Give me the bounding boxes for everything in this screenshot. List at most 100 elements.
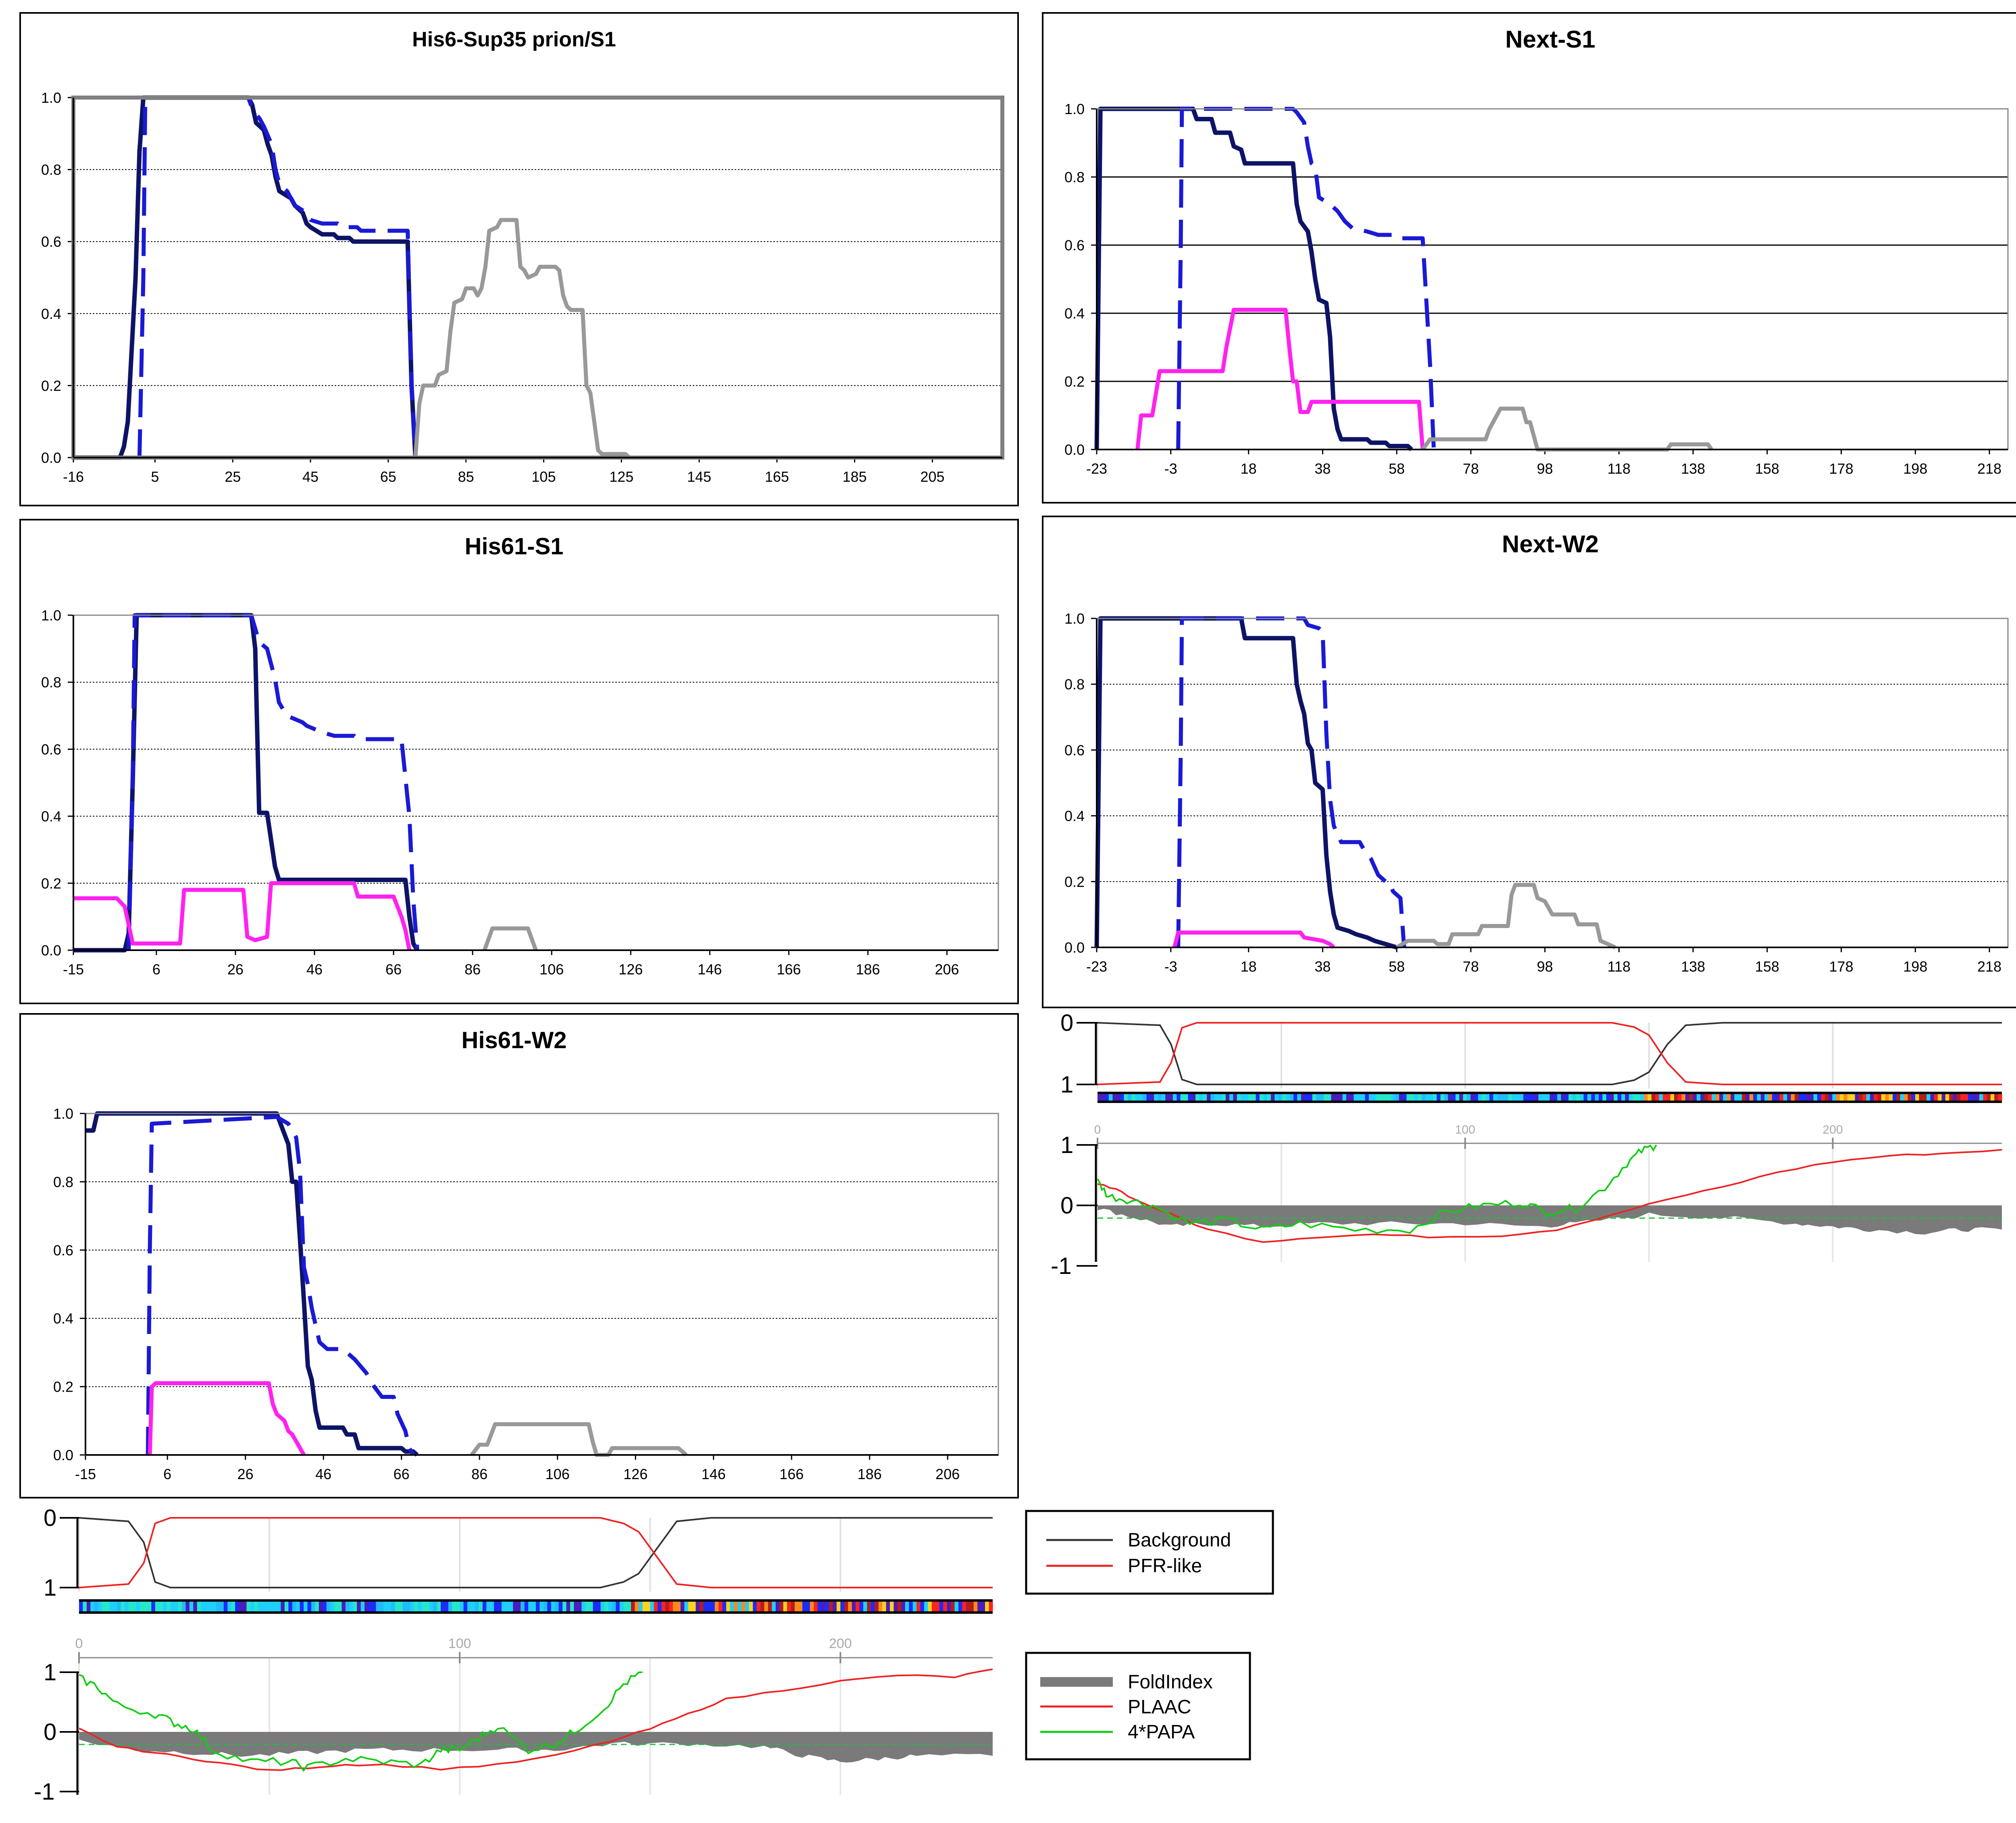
sequence-cell bbox=[243, 1602, 247, 1611]
legend-box bbox=[1025, 1510, 1274, 1595]
sequence-cell bbox=[1497, 1094, 1501, 1101]
sequence-cell bbox=[1361, 1094, 1366, 1101]
sequence-cell bbox=[1757, 1094, 1761, 1101]
x-tick-label: 66 bbox=[394, 1466, 410, 1482]
sequence-cell bbox=[475, 1602, 479, 1611]
sequence-cell bbox=[1832, 1094, 1837, 1101]
sequence-cell bbox=[1301, 1094, 1305, 1101]
sequence-cell bbox=[714, 1602, 719, 1611]
sequence-cell bbox=[753, 1602, 757, 1611]
sequence-cell bbox=[113, 1602, 117, 1611]
sequence-cell bbox=[1953, 1094, 1957, 1101]
sequence-cell bbox=[456, 1602, 460, 1611]
x-tick-label: 186 bbox=[858, 1466, 882, 1482]
sequence-cell bbox=[673, 1602, 677, 1611]
sequence-cell bbox=[1101, 1094, 1106, 1101]
sequence-cell bbox=[1949, 1094, 1954, 1101]
y-tick-label: 0.4 bbox=[53, 1310, 73, 1327]
sequence-cell bbox=[1749, 1094, 1754, 1101]
sequence-cell bbox=[852, 1602, 856, 1611]
chart-his6-sup35-s1: 0.0 0.2 0.4 0.6 0.8 1.0 -16 5 25 45 65 85 105 125 145 1… bbox=[41, 89, 1004, 485]
y-tick-label: 0.4 bbox=[41, 306, 61, 322]
sequence-cell bbox=[364, 1602, 369, 1611]
sequence-cell bbox=[1384, 1094, 1388, 1101]
sequence-cell bbox=[931, 1602, 936, 1611]
sequence-cell bbox=[1753, 1094, 1758, 1101]
x-tick-label: 178 bbox=[1829, 460, 1854, 477]
sequence-cell bbox=[882, 1602, 887, 1611]
x-tick-label: -15 bbox=[75, 1466, 96, 1482]
sequence-cell bbox=[623, 1602, 628, 1611]
sequence-cell bbox=[886, 1602, 890, 1611]
sequence-cell bbox=[1591, 1094, 1595, 1101]
sequence-cell bbox=[669, 1602, 673, 1611]
chart-his61-s1: 0.0 0.2 0.4 0.6 0.8 1.0 -15 6 26 46 66 86 106 126 146 1… bbox=[41, 607, 999, 978]
sequence-cell bbox=[292, 1602, 296, 1611]
sequence-cell bbox=[1372, 1094, 1377, 1101]
y-tick-label: 0.8 bbox=[1064, 676, 1085, 693]
sequence-cell bbox=[79, 1602, 83, 1611]
sequence-cell bbox=[1297, 1094, 1302, 1101]
sequence-cell bbox=[212, 1602, 217, 1611]
sequence-cell bbox=[722, 1602, 727, 1611]
sequence-cell bbox=[1523, 1094, 1527, 1101]
sequence-cell bbox=[368, 1602, 373, 1611]
sequence-cell bbox=[1576, 1094, 1580, 1101]
sequence-cell bbox=[460, 1602, 464, 1611]
sequence-cell bbox=[201, 1602, 205, 1611]
y-tick-label: -1 bbox=[34, 1779, 55, 1805]
sequence-cell bbox=[231, 1602, 235, 1611]
sequence-cell bbox=[654, 1602, 658, 1611]
sequence-cell bbox=[840, 1602, 845, 1611]
sequence-cell bbox=[1256, 1094, 1260, 1101]
sequence-cell bbox=[1745, 1094, 1750, 1101]
sequence-cell bbox=[1143, 1094, 1147, 1101]
y-tick-label: 0.2 bbox=[1064, 874, 1085, 890]
sequence-cell bbox=[1893, 1094, 1897, 1101]
sequence-cell bbox=[1617, 1094, 1622, 1101]
sequence-cell bbox=[696, 1602, 700, 1611]
sequence-cell bbox=[920, 1602, 925, 1611]
sequence-cell bbox=[802, 1602, 806, 1611]
sequence-cell bbox=[227, 1602, 232, 1611]
sequence-cell bbox=[1516, 1094, 1520, 1101]
sequence-cell bbox=[859, 1602, 864, 1611]
sequence-cell bbox=[83, 1602, 87, 1611]
sequence-cell bbox=[1693, 1094, 1697, 1101]
sequence-cell bbox=[1437, 1094, 1441, 1101]
sequence-cell bbox=[1331, 1094, 1335, 1101]
sequence-cell bbox=[1991, 1094, 1995, 1101]
sequence-cell bbox=[1666, 1094, 1671, 1101]
sequence-cell bbox=[665, 1602, 669, 1611]
sequence-cell bbox=[1270, 1094, 1275, 1101]
sequence-cell bbox=[1199, 1094, 1204, 1101]
sequence-cell bbox=[558, 1602, 563, 1611]
chart-next-w2: 0.0 0.2 0.4 0.6 0.8 1.0 -23 -3 18 38 58 78 98 118 138 1… bbox=[1064, 610, 2009, 975]
sequence-cell bbox=[581, 1602, 586, 1611]
sequence-cell bbox=[1821, 1094, 1825, 1101]
chart-title-his61-w2: His61-W2 bbox=[461, 1027, 566, 1053]
y-tick-label: 0.6 bbox=[41, 741, 61, 758]
sequence-cell bbox=[1323, 1094, 1328, 1101]
sequence-cell bbox=[547, 1602, 552, 1611]
sequence-cell bbox=[1979, 1094, 1983, 1101]
y-tick-label: 1 bbox=[44, 1575, 56, 1601]
y-tick-label: 1.0 bbox=[41, 607, 61, 624]
plaac-plot-small: 0 1 0 100 200 1 0 -1 bbox=[1051, 1010, 2002, 1279]
sequence-cell bbox=[1723, 1094, 1727, 1101]
sequence-cell bbox=[1154, 1094, 1158, 1101]
sequence-cell bbox=[300, 1602, 304, 1611]
chart-title-next-s1: Next-S1 bbox=[1505, 26, 1595, 53]
sequence-cell bbox=[136, 1602, 140, 1611]
sequence-cell bbox=[502, 1602, 506, 1611]
sequence-cell bbox=[269, 1602, 274, 1611]
sequence-cell bbox=[726, 1602, 731, 1611]
sequence-cell bbox=[521, 1602, 525, 1611]
sequence-cell bbox=[597, 1602, 601, 1611]
sequence-cell bbox=[1474, 1094, 1479, 1101]
sequence-cell bbox=[345, 1602, 350, 1611]
x-tick-label: 86 bbox=[471, 1466, 487, 1482]
sequence-cell bbox=[707, 1602, 711, 1611]
series-line-magenta bbox=[148, 1381, 306, 1456]
sequence-cell bbox=[1904, 1094, 1908, 1101]
